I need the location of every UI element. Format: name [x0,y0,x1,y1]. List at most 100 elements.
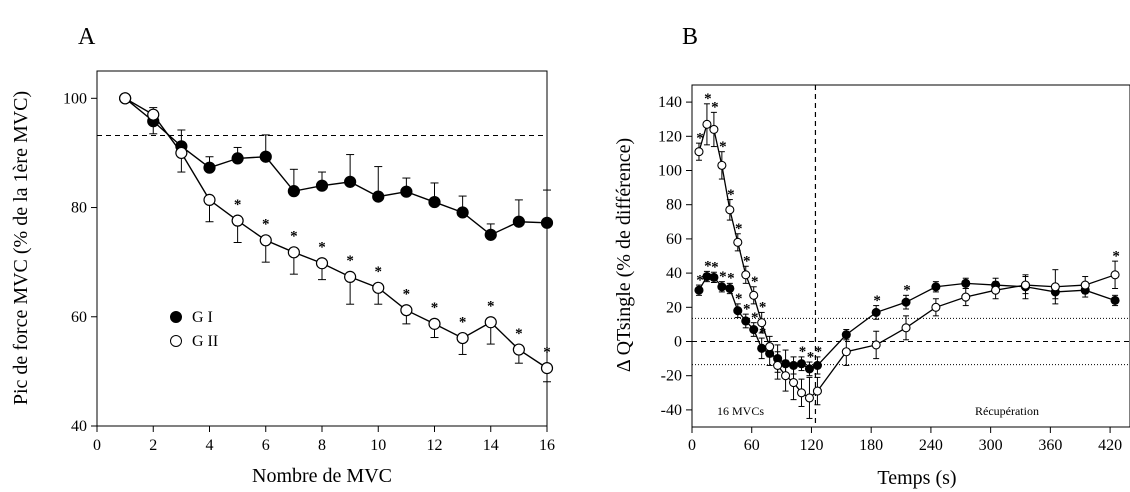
data-point-g2 [428,317,441,330]
data-point-open [841,347,851,357]
significance-star: * [719,269,727,285]
x-tick-label: 180 [859,437,883,454]
significance-star: * [751,274,759,290]
annotation-recuperation: Récupération [975,404,1039,418]
significance-star: * [719,139,727,155]
data-point-open [741,270,751,280]
data-point-g1 [203,161,216,174]
significance-star: * [487,299,495,315]
significance-star: * [1112,248,1120,264]
annotation-16-mvcs: 16 MVCs [717,404,764,418]
data-point-g2 [315,257,329,270]
data-point-g2 [456,331,469,345]
y-tick-label: -40 [661,402,682,419]
x-tick-label: 60 [744,437,760,454]
data-point-g1 [428,195,441,209]
y-tick-label: 40 [666,265,682,282]
x-tick-label: 300 [979,437,1003,454]
panel-b-plot-frame [691,84,1130,428]
data-point-g1 [484,228,497,241]
y-tick-label: -20 [661,368,682,385]
panel-b-label: B [682,24,698,50]
data-point-filled [812,360,822,370]
data-point-filled [796,359,807,369]
significance-star: * [346,253,354,269]
legend-label-g1: G I [192,309,213,326]
significance-star: * [262,217,270,233]
data-point-open [871,340,881,350]
data-point-open [788,377,799,388]
y-tick-label: 100 [658,163,682,180]
data-point-g2 [484,316,497,329]
x-tick-label: 360 [1038,437,1062,454]
data-point-open [1110,270,1120,280]
x-tick-label: 14 [483,437,499,454]
significance-star: * [459,314,467,330]
panel-a-x-label: Nombre de MVC [252,465,392,487]
data-point-open [765,342,775,352]
data-point-filled [725,283,735,294]
significance-star: * [727,271,735,287]
x-tick-label: 6 [262,437,270,454]
data-point-g1 [315,179,329,192]
panel-b-y-label: Δ QTsingle (% de différence) [613,138,635,372]
significance-star: * [711,100,719,116]
y-tick-label: 40 [71,418,87,435]
significance-star: * [431,300,439,316]
data-point-open [804,393,815,403]
series-line-g1 [124,97,548,236]
data-point-open [931,302,941,312]
data-point-g2 [203,193,216,206]
significance-star: * [743,301,751,317]
data-point-g1 [287,185,300,198]
significance-star: * [743,254,751,270]
y-tick-label: 120 [658,128,682,145]
x-tick-label: 16 [539,437,555,454]
data-point-filled [961,278,971,288]
data-point-filled [1110,295,1120,306]
y-tick-label: 20 [666,299,682,316]
y-tick-label: 100 [63,90,87,107]
data-point-g2 [119,92,132,105]
data-point-filled [757,343,767,353]
panel-b-x-label: Temps (s) [877,467,956,489]
panel-b: B 0 60 120 180 240 300 360 420 -40 -20 0 20 40 60 80 10… [613,24,1130,489]
significance-star: * [711,260,719,276]
data-point-g2 [231,214,244,227]
panel-a-legend: G I G II [170,309,218,350]
data-point-g2 [175,146,188,160]
significance-star: * [375,264,383,280]
data-point-open [757,318,767,328]
significance-star: * [815,344,823,360]
data-point-g1 [344,175,357,188]
data-point-g2 [400,304,413,317]
x-tick-label: 10 [370,437,386,454]
data-point-filled [804,364,815,374]
data-point-filled [741,316,751,326]
significance-star: * [759,300,767,316]
significance-star: * [696,130,704,146]
data-point-g1 [512,215,525,228]
data-point-g2 [344,270,357,283]
x-tick-label: 2 [149,437,157,454]
significance-star: * [696,272,704,288]
data-point-open [991,285,1001,295]
data-point-open [749,290,759,300]
significance-star: * [403,287,411,303]
data-point-filled [709,272,719,282]
y-tick-label: 80 [71,200,87,217]
data-point-filled [901,297,911,307]
data-point-g2 [512,343,525,356]
significance-star: * [735,291,743,307]
data-point-open [1080,280,1090,290]
x-tick-label: 8 [318,437,326,454]
x-tick-label: 0 [688,437,696,454]
data-point-open [781,371,791,381]
data-point-open [717,160,727,170]
panel-a-label: A [78,24,96,50]
data-point-g1 [259,150,272,163]
significance-star: * [543,344,551,360]
data-point-open [694,147,704,157]
y-tick-label: 0 [674,334,682,351]
